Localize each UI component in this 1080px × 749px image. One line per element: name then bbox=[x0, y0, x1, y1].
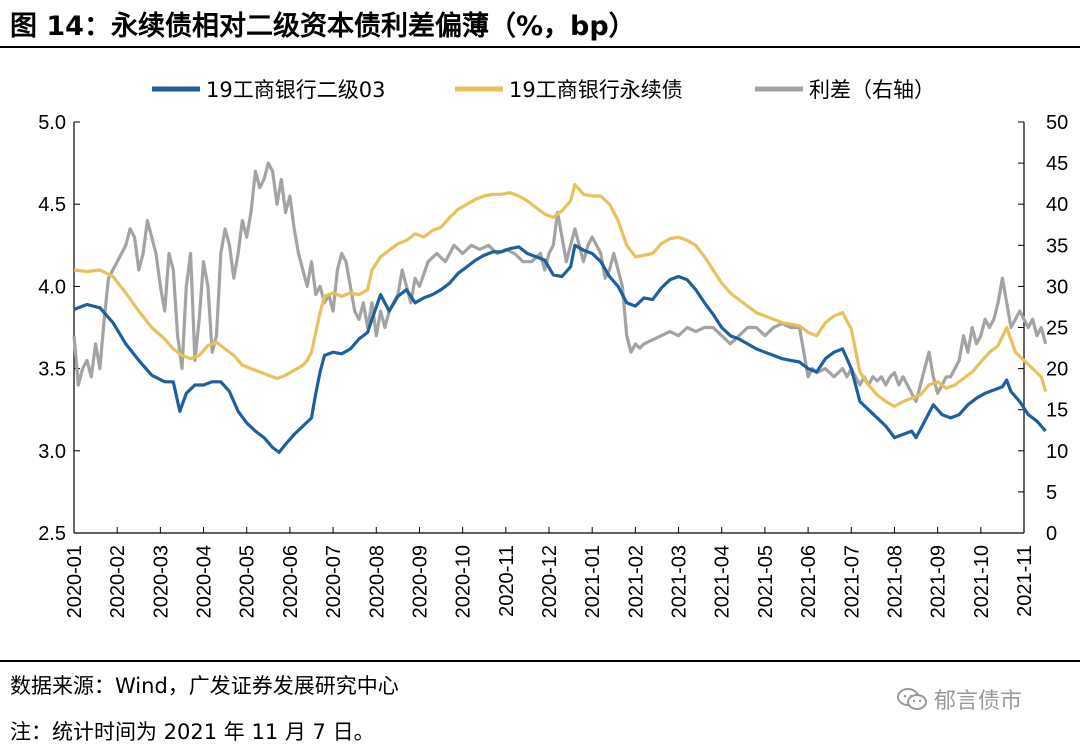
x-tick-label: 2020-05 bbox=[237, 545, 259, 618]
x-tick-label: 2020-09 bbox=[409, 545, 431, 618]
bottom-rule bbox=[0, 660, 1080, 662]
x-tick-label: 2020-12 bbox=[539, 545, 561, 618]
x-tick-label: 2020-10 bbox=[453, 545, 475, 618]
left-tick-label: 5.0 bbox=[38, 112, 66, 134]
x-tick-label: 2020-02 bbox=[107, 545, 129, 618]
x-tick-label: 2020-03 bbox=[150, 545, 172, 618]
x-tick-label: 2021-08 bbox=[884, 545, 906, 618]
right-tick-label: 45 bbox=[1046, 153, 1068, 175]
right-tick-label: 5 bbox=[1046, 482, 1057, 504]
left-tick-label: 4.0 bbox=[38, 276, 66, 298]
x-tick-label: 2021-03 bbox=[669, 545, 691, 618]
right-tick-label: 25 bbox=[1046, 318, 1068, 340]
x-tick-label: 2021-05 bbox=[755, 545, 777, 618]
x-tick-label: 2020-01 bbox=[64, 545, 86, 618]
left-tick-label: 3.0 bbox=[38, 441, 66, 463]
right-tick-label: 0 bbox=[1046, 523, 1057, 545]
top-rule bbox=[0, 46, 1080, 48]
watermark-text: 郁言债市 bbox=[934, 689, 1023, 714]
left-tick-label: 4.5 bbox=[38, 194, 66, 216]
x-tick-label: 2021-02 bbox=[625, 545, 647, 618]
x-tick-label: 2021-01 bbox=[582, 545, 604, 618]
legend-label-series1: 19工商银行二级03 bbox=[206, 78, 385, 102]
right-tick-label: 30 bbox=[1046, 276, 1068, 298]
right-tick-label: 20 bbox=[1046, 359, 1068, 381]
right-tick-label: 35 bbox=[1046, 235, 1068, 257]
x-tick-label: 2020-06 bbox=[280, 545, 302, 618]
series-line-2 bbox=[73, 182, 1048, 408]
series-line-1 bbox=[73, 243, 1047, 454]
x-tick-label: 2021-07 bbox=[841, 545, 863, 618]
legend-label-series3: 利差（右轴） bbox=[809, 78, 935, 102]
x-tick-label: 2020-11 bbox=[496, 545, 518, 617]
right-tick-label: 10 bbox=[1046, 441, 1068, 463]
wechat-icon bbox=[897, 688, 927, 710]
left-tick-label: 2.5 bbox=[38, 523, 66, 545]
chart-title: 图 14：永续债相对二级资本债利差偏薄（%，bp） bbox=[10, 11, 636, 42]
series-line-3 bbox=[72, 161, 1048, 404]
x-tick-label: 2021-04 bbox=[712, 545, 734, 618]
right-tick-label: 50 bbox=[1046, 112, 1068, 134]
legend: 19工商银行二级03 19工商银行永续债 利差（右轴） bbox=[152, 78, 935, 102]
watermark: 郁言债市 bbox=[896, 683, 1022, 715]
source-note: 数据来源：Wind，广发证券发展研究中心 bbox=[10, 674, 399, 698]
x-tick-label: 2021-11 bbox=[1014, 545, 1036, 617]
legend-label-series2: 19工商银行永续债 bbox=[509, 78, 683, 102]
x-tick-label: 2020-04 bbox=[194, 545, 216, 618]
right-tick-label: 15 bbox=[1046, 400, 1068, 422]
footnote: 注：统计时间为 2021 年 11 月 7 日。 bbox=[10, 720, 375, 744]
x-tick-label: 2020-07 bbox=[323, 545, 345, 618]
x-tick-label: 2020-08 bbox=[366, 545, 388, 618]
x-tick-label: 2021-10 bbox=[971, 545, 993, 618]
left-tick-label: 3.5 bbox=[38, 359, 66, 381]
line-chart: 19工商银行二级03 19工商银行永续债 利差（右轴） 2.5 3.0 3.5 4.0… bbox=[38, 78, 1068, 618]
x-tick-label: 2021-06 bbox=[798, 545, 820, 618]
right-tick-label: 40 bbox=[1046, 194, 1068, 216]
x-tick-label: 2021-09 bbox=[928, 545, 950, 618]
